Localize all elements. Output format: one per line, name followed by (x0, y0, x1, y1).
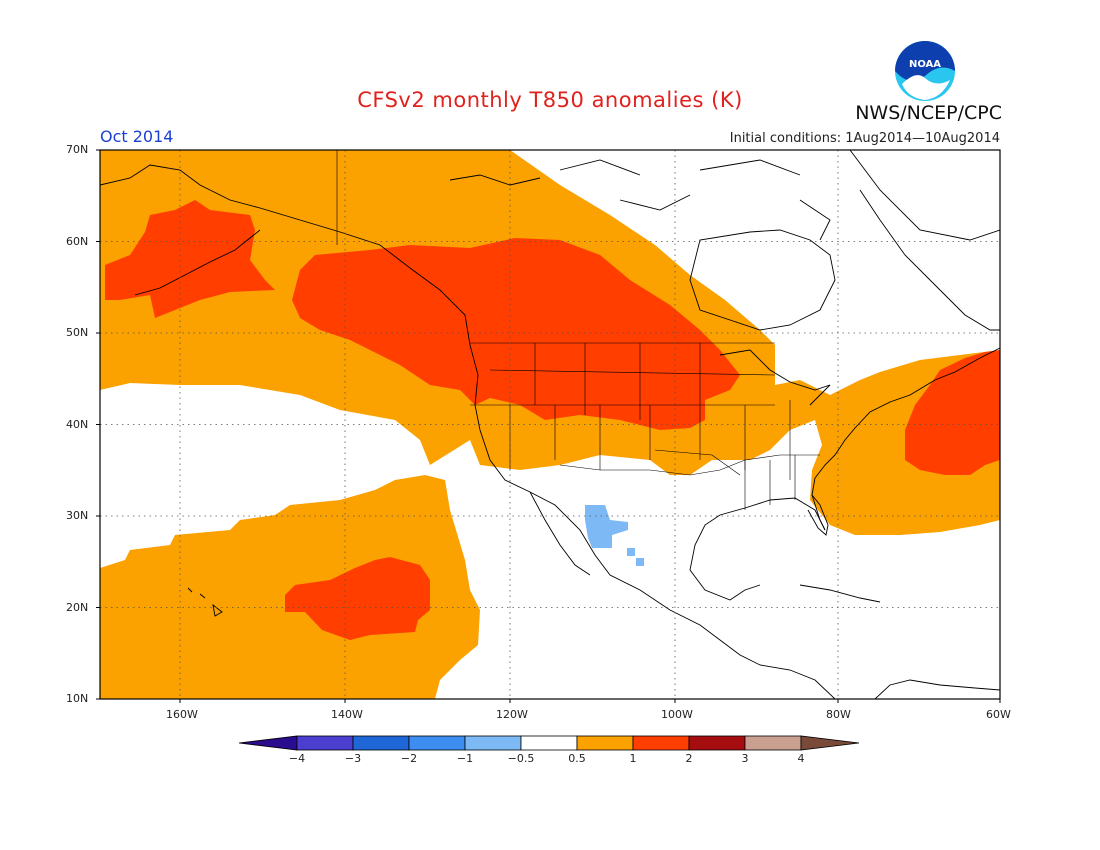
graticule (100, 150, 1000, 699)
lon-label: 100W (661, 708, 693, 721)
lat-label: 20N (66, 601, 89, 614)
agency-label: NWS/NCEP/CPC (855, 102, 1002, 124)
colorbar-label: 4 (797, 752, 805, 765)
colorbar-label: −3 (344, 752, 362, 765)
colorbar-label: 1 (629, 752, 637, 765)
lat-label: 40N (66, 418, 89, 431)
lat-label: 10N (66, 692, 89, 705)
colorbar-label: 3 (741, 752, 749, 765)
colorbar-label: −4 (288, 752, 306, 765)
forecast-month-label: Oct 2014 (100, 127, 174, 146)
lat-label: 50N (66, 326, 89, 339)
lat-label: 30N (66, 509, 89, 522)
coastlines (100, 150, 1000, 699)
anomaly-region-canada-red (292, 238, 740, 430)
anomaly-region-alaska-red (105, 200, 275, 318)
colorbar-label: −0.5 (507, 752, 535, 765)
lat-label: 60N (66, 235, 89, 248)
lat-label: 70N (66, 143, 89, 156)
colorbar-label: 2 (685, 752, 693, 765)
colorbar-label: −1 (456, 752, 474, 765)
colorbar-label: −2 (400, 752, 418, 765)
lon-label: 160W (166, 708, 198, 721)
colorbar-label: 0.5 (568, 752, 586, 765)
map-title: CFSv2 monthly T850 anomalies (K) (357, 88, 743, 112)
lon-label: 80W (826, 708, 851, 721)
anomaly-region-pacific-orange (100, 475, 480, 699)
lon-label: 120W (496, 708, 528, 721)
anomaly-region-mexico-blue-small (627, 548, 635, 556)
anomaly-region-pacific-red (285, 557, 430, 640)
anomaly-region-mexico-blue-small-2 (636, 558, 644, 566)
noaa-logo-text: NOAA (909, 59, 941, 70)
lon-label: 60W (986, 708, 1011, 721)
noaa-logo: NOAA (895, 41, 955, 101)
initial-conditions-label: Initial conditions: 1Aug2014—10Aug2014 (729, 131, 1000, 146)
lon-label: 140W (331, 708, 363, 721)
anomaly-region-atlantic-red (905, 350, 1000, 475)
